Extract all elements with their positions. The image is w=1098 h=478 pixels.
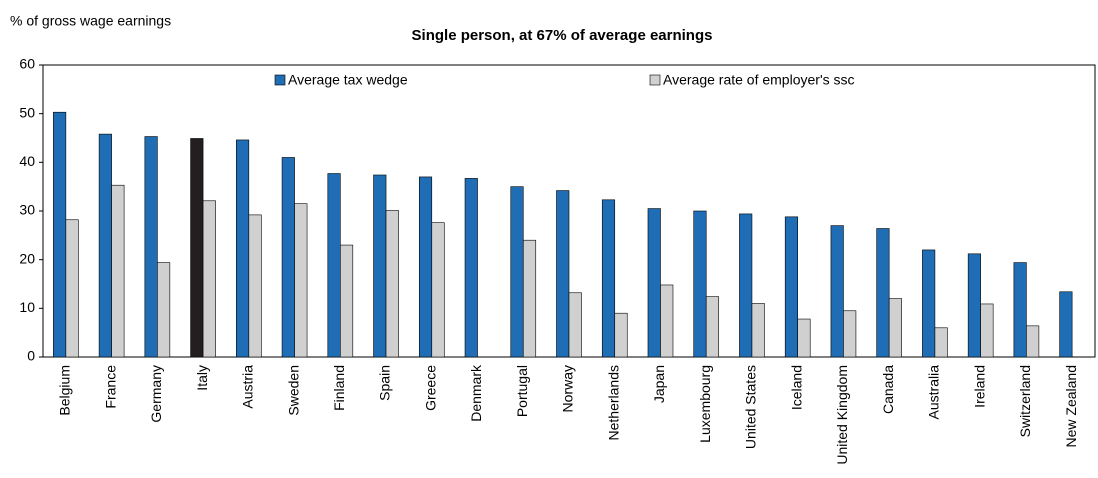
bar (922, 249, 936, 358)
bar (934, 327, 948, 358)
bar (784, 216, 798, 358)
bar (660, 284, 674, 358)
bar (1059, 291, 1073, 358)
x-tick-label: Canada (880, 365, 896, 414)
bar (614, 312, 628, 358)
bar (876, 228, 890, 358)
bar (647, 208, 661, 358)
bar (568, 292, 582, 358)
bar (601, 199, 616, 358)
x-tick-label: Denmark (468, 364, 484, 422)
x-tick-label: Ireland (971, 365, 987, 408)
legend-swatch (274, 74, 286, 86)
bar (294, 203, 308, 358)
bar (202, 200, 216, 358)
y-tick-label: 40 (19, 153, 35, 169)
bar (385, 210, 399, 358)
y-tick-label: 50 (19, 104, 35, 120)
legend-swatch (649, 74, 661, 86)
y-tick-label: 60 (19, 56, 35, 72)
x-tick-label: Finland (331, 365, 347, 411)
y-tick-label: 0 (27, 348, 35, 364)
x-tick-label: Belgium (57, 365, 73, 416)
y-axis-label: % of gross wage earnings (10, 13, 171, 29)
bar (418, 176, 433, 358)
bar (830, 225, 844, 358)
x-tick-label: Italy (194, 365, 210, 391)
x-tick-label: Netherlands (605, 365, 621, 441)
bar (53, 111, 67, 358)
bar (236, 139, 250, 358)
x-tick-label: Germany (148, 365, 164, 423)
bar (522, 239, 537, 358)
bar (739, 213, 753, 358)
bar (797, 318, 811, 358)
bar (843, 310, 857, 358)
bar (98, 133, 112, 358)
bar (510, 186, 524, 358)
bar (888, 298, 902, 358)
x-tick-label: Iceland (788, 365, 804, 410)
x-tick-label: France (102, 365, 118, 409)
x-tick-label: Spain (377, 365, 393, 401)
legend-label: Average tax wedge (288, 72, 408, 88)
bar (327, 173, 341, 358)
bar (65, 219, 79, 358)
bar (693, 210, 707, 358)
x-tick-label: Sweden (285, 365, 301, 416)
x-tick-label: Australia (926, 365, 942, 420)
bar (751, 303, 765, 358)
y-tick-label: 10 (19, 299, 35, 315)
bar (556, 190, 570, 358)
bar (967, 253, 981, 358)
bar (190, 138, 204, 358)
x-tick-label: Luxembourg (697, 365, 713, 443)
y-tick-label: 20 (19, 250, 35, 266)
legend-label: Average rate of employer's ssc (663, 72, 855, 88)
x-tick-label: Portugal (514, 365, 530, 417)
bar (1026, 325, 1040, 358)
x-tick-label: Greece (422, 365, 438, 411)
bar (1013, 262, 1027, 358)
bar (464, 178, 478, 358)
bar (373, 174, 387, 358)
bar (980, 303, 994, 358)
x-tick-label: Norway (560, 365, 576, 412)
x-tick-label: Austria (240, 365, 256, 409)
bar (248, 214, 262, 358)
bar (431, 222, 445, 358)
bar (340, 244, 354, 358)
bar (705, 296, 720, 358)
bar (281, 157, 295, 358)
x-tick-label: New Zealand (1063, 365, 1079, 448)
bar (144, 136, 158, 358)
chart-title: Single person, at 67% of average earning… (412, 27, 713, 44)
x-tick-label: Japan (651, 365, 667, 403)
bar (111, 184, 125, 358)
x-tick-label: United States (743, 365, 759, 449)
x-tick-label: United Kingdom (834, 365, 850, 465)
bar (157, 262, 171, 358)
y-tick-label: 30 (19, 202, 35, 218)
x-tick-label: Switzerland (1017, 365, 1033, 437)
